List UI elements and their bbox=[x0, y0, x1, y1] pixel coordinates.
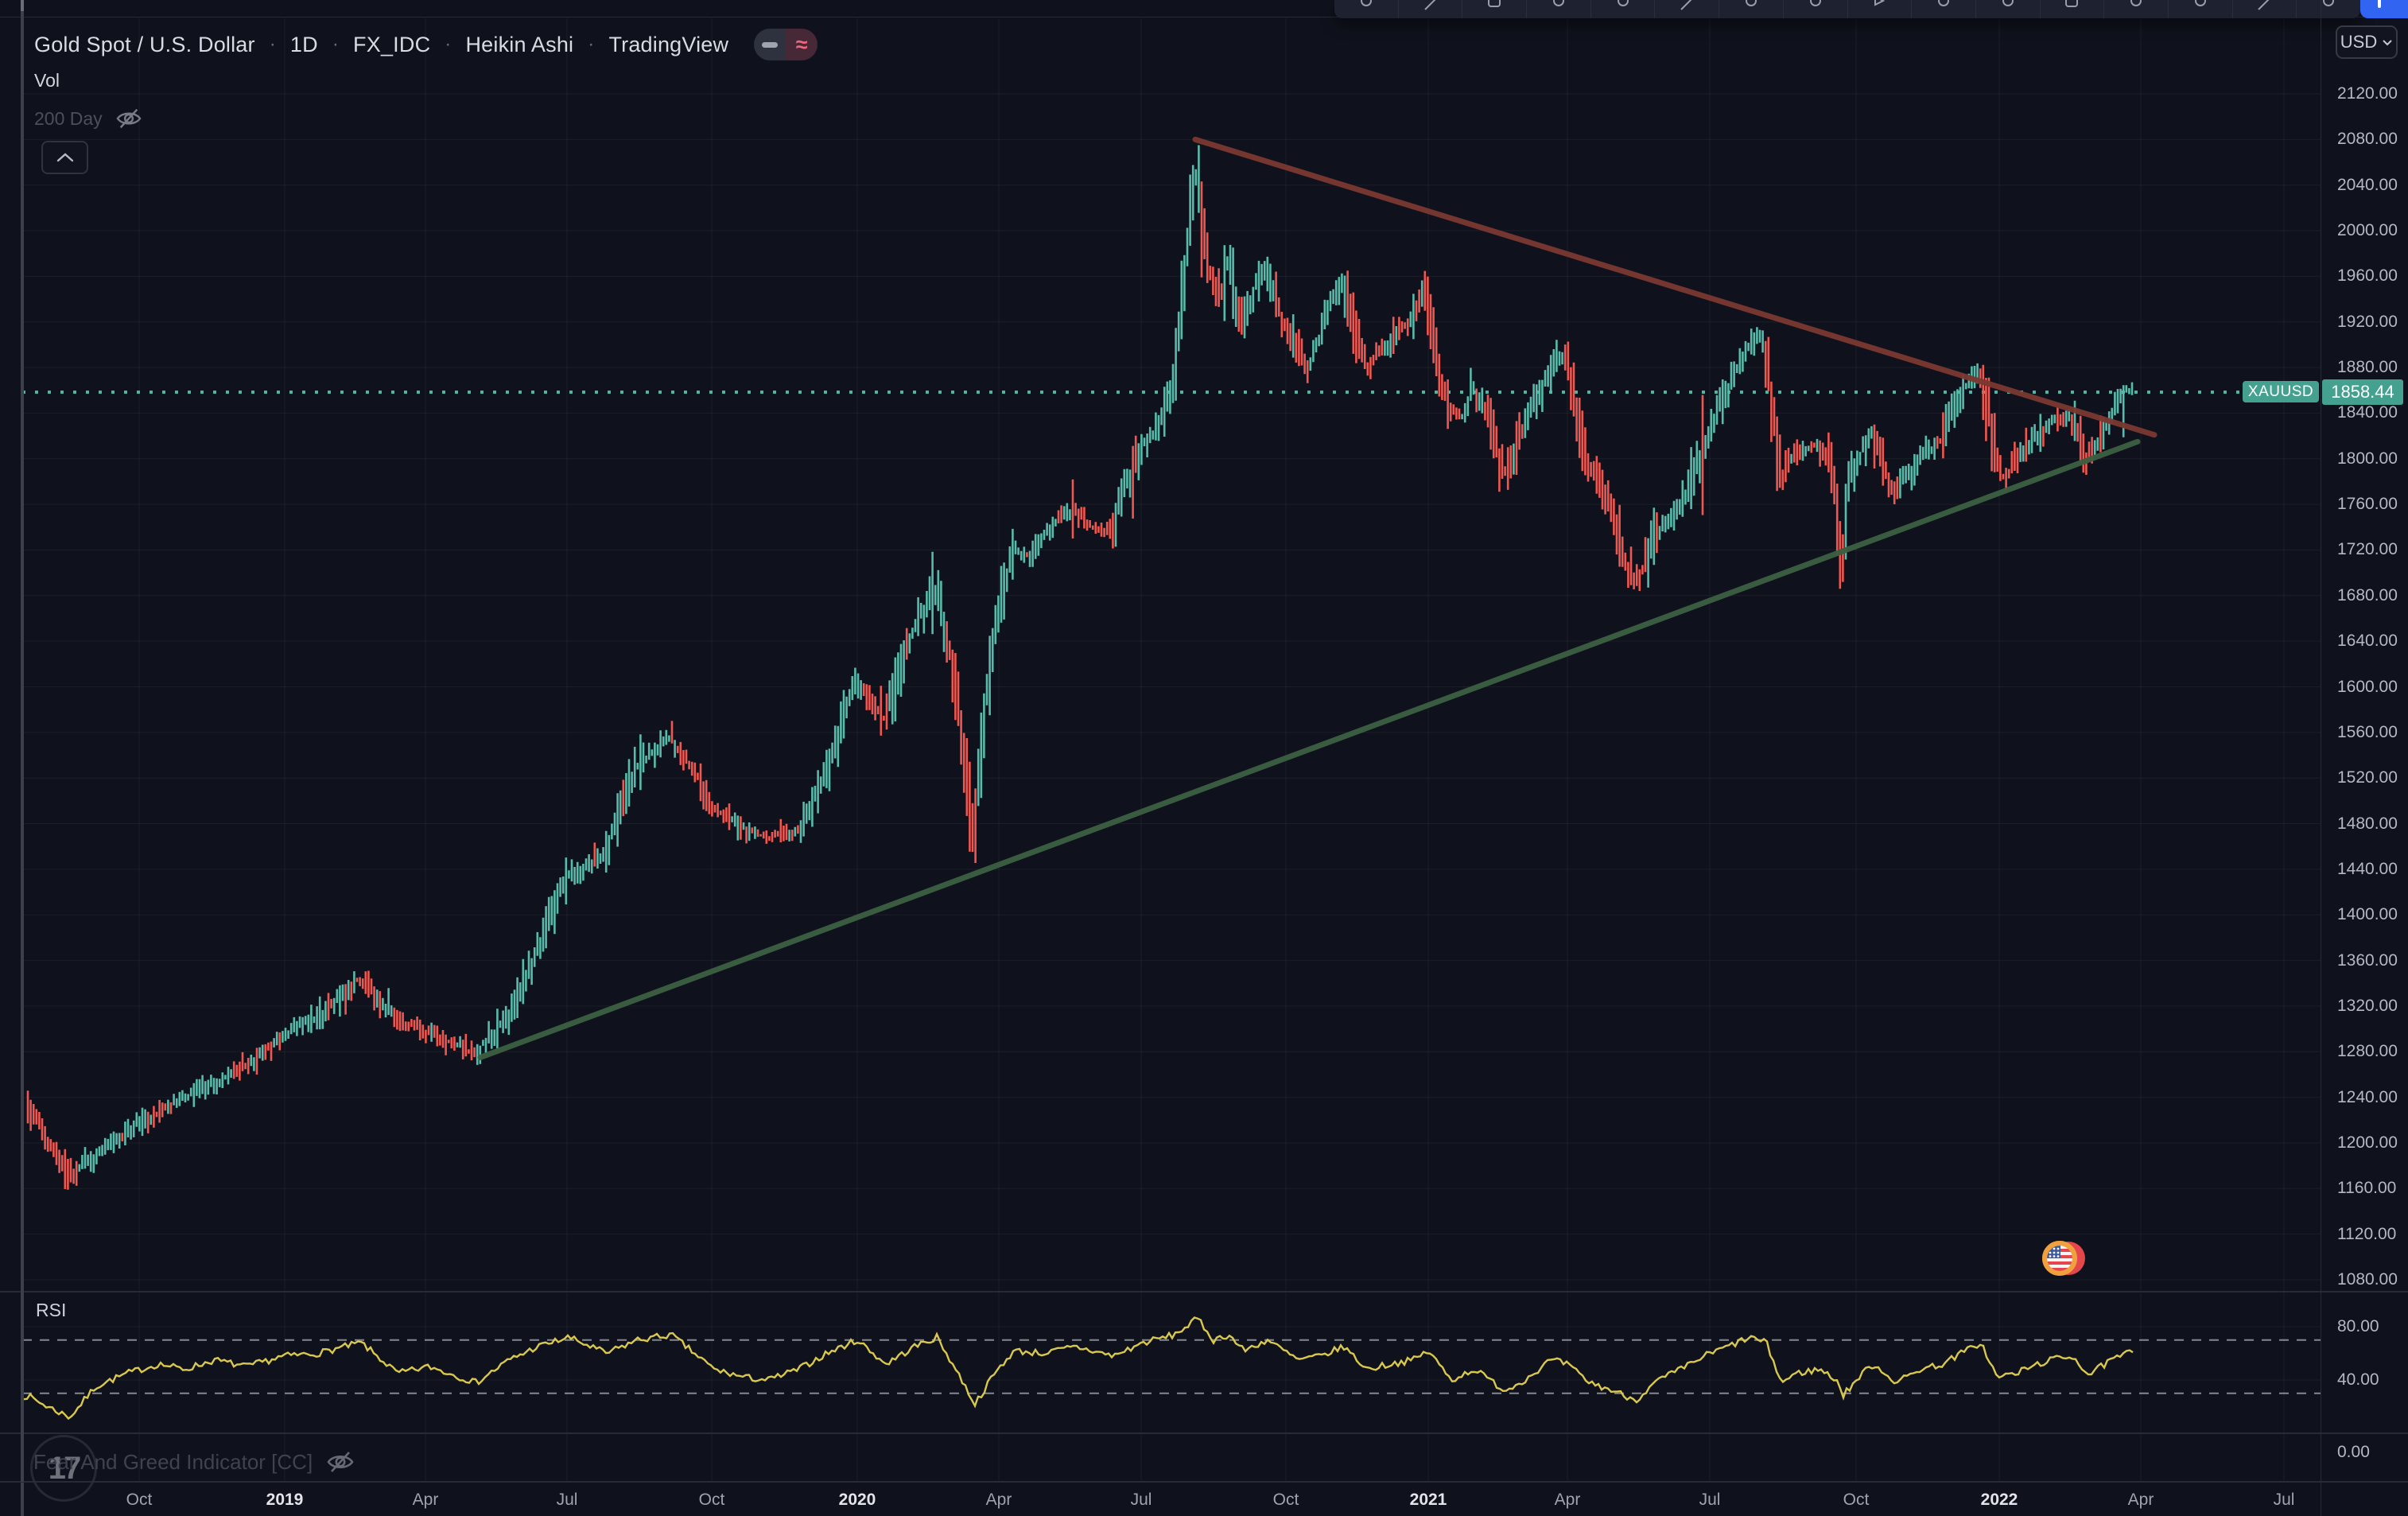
eye-slash-icon[interactable] bbox=[325, 1449, 355, 1475]
trend-line-icon[interactable] bbox=[1399, 0, 1463, 18]
price-scale[interactable]: USD 2120.00 2080.00 2040.00 2000.00 1960.00 1… bbox=[2321, 0, 2408, 1516]
time-tick-month: Oct bbox=[698, 1490, 725, 1509]
tradingview-logo-watermark: 17 bbox=[30, 1435, 97, 1502]
magnet-icon[interactable] bbox=[2169, 0, 2233, 18]
candles-up bbox=[78, 145, 2134, 1173]
rsi-tick: 40.00 bbox=[2337, 1370, 2379, 1389]
price-tick: 1360.00 bbox=[2337, 950, 2398, 970]
fib-icon[interactable] bbox=[1462, 0, 1528, 18]
brush-icon[interactable] bbox=[1655, 0, 1720, 18]
ruler-icon[interactable] bbox=[2041, 0, 2105, 18]
price-tick: 1400.00 bbox=[2337, 905, 2398, 924]
fng-tick: 0.00 bbox=[2337, 1443, 2370, 1461]
collapse-pane-button[interactable] bbox=[41, 141, 88, 174]
rsi-pane-label[interactable]: RSI bbox=[36, 1300, 67, 1320]
left-toolbar-edge bbox=[21, 0, 24, 1516]
emoji-icon[interactable] bbox=[1976, 0, 2041, 18]
price-tick: 1760.00 bbox=[2337, 495, 2398, 514]
currency-selector[interactable]: USD bbox=[2336, 25, 2398, 59]
time-tick-year: 2021 bbox=[1409, 1490, 1447, 1509]
more-icon[interactable] bbox=[2297, 0, 2360, 18]
time-tick-month: Apr bbox=[2127, 1490, 2154, 1509]
chevron-down-icon bbox=[2383, 39, 2392, 45]
price-tick: 1480.00 bbox=[2337, 814, 2398, 833]
price-tick: 1600.00 bbox=[2337, 677, 2398, 696]
chevron-up-icon bbox=[56, 153, 73, 162]
ma-200-legend[interactable]: 200 Day bbox=[34, 107, 142, 130]
chart-style-label: Heikin Ashi bbox=[465, 32, 574, 56]
time-scale[interactable]: Oct 2019 Apr Jul Oct 2020 Apr Jul Oct 2021 Apr Jul O… bbox=[0, 1482, 2408, 1516]
price-tick: 1800.00 bbox=[2337, 449, 2398, 468]
rsi-line bbox=[23, 1316, 2134, 1421]
time-tick-month: Oct bbox=[1272, 1490, 1299, 1509]
time-tick-month: Oct bbox=[126, 1490, 153, 1509]
price-tick: 1160.00 bbox=[2337, 1179, 2397, 1198]
price-tick: 1080.00 bbox=[2337, 1270, 2398, 1289]
text-icon[interactable] bbox=[1719, 0, 1784, 18]
price-tick: 1200.00 bbox=[2337, 1133, 2398, 1152]
volume-legend[interactable]: Vol bbox=[34, 70, 60, 91]
price-tick: 1840.00 bbox=[2337, 403, 2398, 422]
toggle-wave-icon[interactable]: ≈ bbox=[786, 29, 818, 60]
price-tick: 1440.00 bbox=[2337, 859, 2398, 878]
eye-slash-icon[interactable] bbox=[115, 107, 142, 130]
current-price-label: 1858.44 bbox=[2322, 379, 2403, 405]
price-tick: 1120.00 bbox=[2337, 1224, 2397, 1243]
cursor-icon[interactable] bbox=[1334, 0, 1399, 18]
toggle-dash-icon[interactable] bbox=[754, 29, 786, 60]
rsi-tick: 80.00 bbox=[2337, 1317, 2379, 1335]
price-tick: 1920.00 bbox=[2337, 312, 2398, 331]
symbol-title[interactable]: Gold Spot / U.S. Dollar bbox=[34, 32, 255, 56]
price-tick: 1640.00 bbox=[2337, 632, 2398, 651]
price-tick: 1520.00 bbox=[2337, 768, 2398, 787]
price-tick: 1240.00 bbox=[2337, 1087, 2398, 1106]
symbol-header: Gold Spot / U.S. Dollar · 1D · FX_IDC · … bbox=[34, 29, 818, 60]
price-tick: 1880.00 bbox=[2337, 358, 2398, 377]
fng-indicator-legend[interactable]: Fear And Greed Indicator [CC] bbox=[33, 1449, 355, 1475]
price-tick: 2000.00 bbox=[2337, 221, 2398, 240]
time-tick-month: Jul bbox=[1699, 1490, 1721, 1509]
zoom-icon[interactable] bbox=[2104, 0, 2169, 18]
candles-down bbox=[26, 181, 2102, 1190]
eraser-icon[interactable] bbox=[2233, 0, 2297, 18]
price-tick: 1720.00 bbox=[2337, 540, 2398, 559]
time-tick-year: 2020 bbox=[838, 1490, 876, 1509]
shapes-icon[interactable] bbox=[1912, 0, 1976, 18]
time-tick-month: Jul bbox=[556, 1490, 578, 1509]
primary-action-button[interactable] bbox=[2360, 0, 2408, 18]
ascending-support[interactable] bbox=[477, 438, 2141, 1060]
price-tick: 2040.00 bbox=[2337, 175, 2398, 194]
time-tick-year: 2022 bbox=[1980, 1490, 2018, 1509]
price-tick: 2120.00 bbox=[2337, 84, 2398, 103]
time-tick-month: Oct bbox=[1843, 1490, 1870, 1509]
price-tick: 1680.00 bbox=[2337, 585, 2398, 604]
plus-icon bbox=[2378, 0, 2381, 8]
us-flag-badge[interactable] bbox=[2038, 1234, 2088, 1283]
time-tick-month: Jul bbox=[1130, 1490, 1152, 1509]
pattern-icon[interactable] bbox=[1527, 0, 1591, 18]
price-tick: 1280.00 bbox=[2337, 1042, 2398, 1061]
time-tick-month: Apr bbox=[985, 1490, 1012, 1509]
drawing-toolbar bbox=[1334, 0, 2360, 18]
price-tick: 2080.00 bbox=[2337, 130, 2398, 149]
time-tick-month: Jul bbox=[2273, 1490, 2295, 1509]
time-tick-month: Apr bbox=[1554, 1490, 1581, 1509]
pin-icon[interactable] bbox=[1784, 0, 1848, 18]
time-tick-year: 2019 bbox=[266, 1490, 304, 1509]
interval-label[interactable]: 1D bbox=[289, 32, 318, 56]
style-toggle[interactable]: ≈ bbox=[754, 29, 818, 60]
symbol-price-flag[interactable]: XAUUSD bbox=[2243, 381, 2319, 402]
flag-icon[interactable] bbox=[1848, 0, 1913, 18]
brand-label: TradingView bbox=[608, 32, 729, 56]
projection-icon[interactable] bbox=[1591, 0, 1656, 18]
descending-resistance[interactable] bbox=[1192, 136, 2157, 438]
price-tick: 1320.00 bbox=[2337, 996, 2398, 1015]
price-tick: 1560.00 bbox=[2337, 722, 2398, 741]
price-tick: 1960.00 bbox=[2337, 266, 2398, 286]
time-tick-month: Apr bbox=[412, 1490, 439, 1509]
exchange-label[interactable]: FX_IDC bbox=[353, 32, 431, 56]
